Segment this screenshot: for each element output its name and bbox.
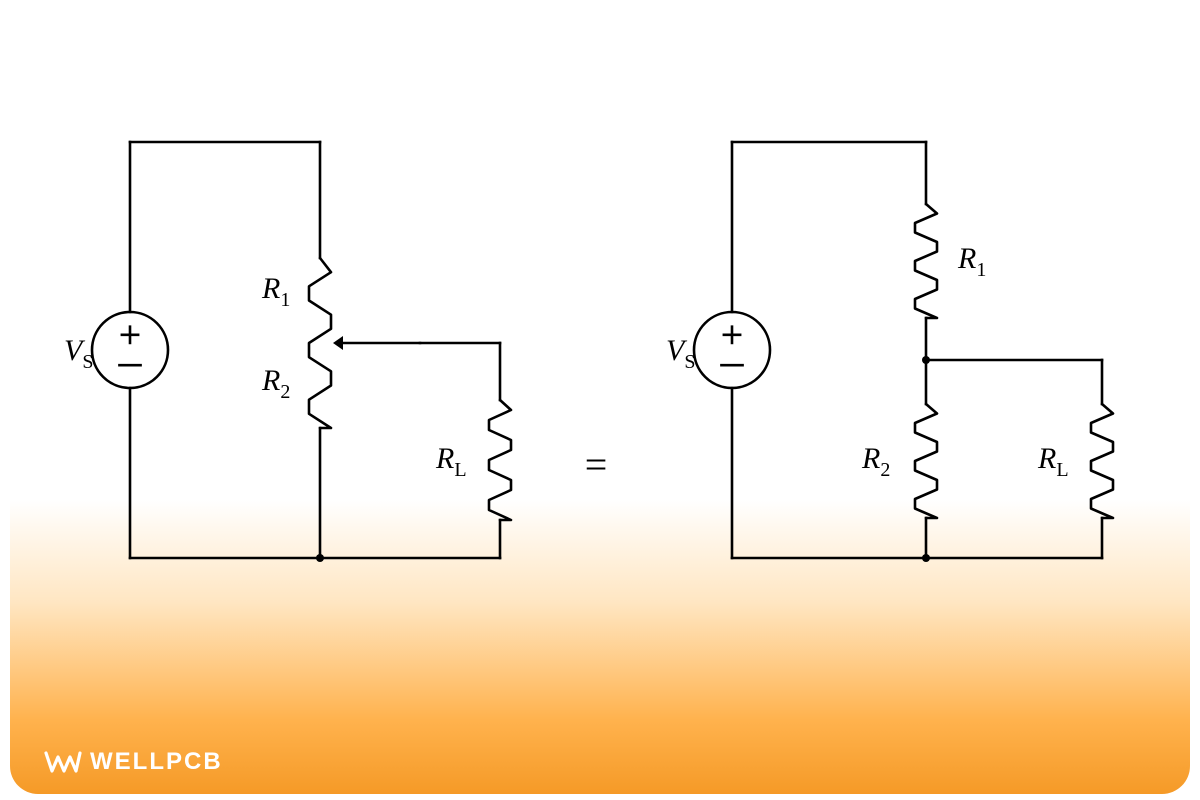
svg-text:R2: R2 [861,442,890,481]
svg-text:RL: RL [1037,442,1069,481]
wellpcb-logo-icon [44,749,82,775]
svg-text:RL: RL [435,442,467,481]
wellpcb-logo-text: WELLPCB [90,748,223,776]
svg-text:=: = [585,442,608,487]
svg-text:R1: R1 [957,242,986,281]
svg-text:R1: R1 [261,272,290,311]
svg-text:VS: VS [666,334,695,373]
wellpcb-logo: WELLPCB [44,748,223,776]
circuit-diagram: VS R1 R2 RL = VS R1 R2 RL [10,6,1190,794]
svg-text:VS: VS [64,334,93,373]
svg-text:R2: R2 [261,364,290,403]
diagram-frame: VS R1 R2 RL = VS R1 R2 RL WELLPCB [10,6,1190,794]
